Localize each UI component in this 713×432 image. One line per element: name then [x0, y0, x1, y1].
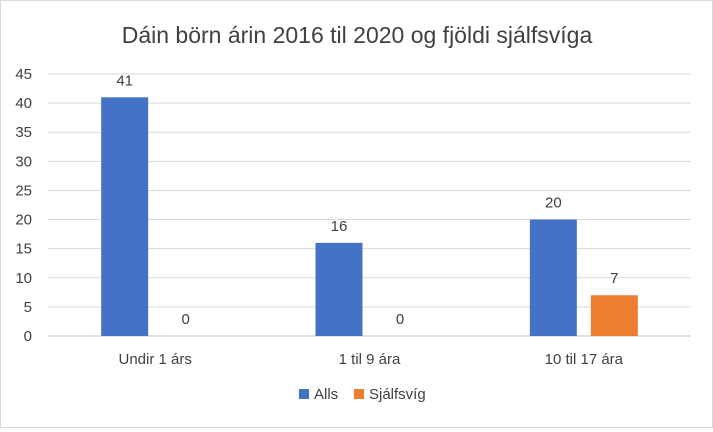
bar: [315, 242, 363, 336]
y-tick-label: 40: [15, 95, 32, 112]
y-tick-label: 5: [24, 299, 32, 316]
y-tick-label: 0: [24, 328, 32, 345]
y-tick-label: 10: [15, 270, 32, 287]
data-label: 20: [545, 195, 562, 212]
x-tick-label: 10 til 17 ára: [545, 351, 624, 368]
data-label: 16: [331, 218, 348, 235]
data-label: 0: [181, 311, 189, 328]
data-label: 41: [116, 72, 133, 89]
bar: [529, 219, 577, 336]
legend-swatch: [354, 389, 364, 399]
data-labels: 41 0 16 0 20 7: [116, 72, 618, 328]
data-label: 0: [396, 311, 404, 328]
bar: [101, 97, 149, 337]
gridlines: [48, 73, 691, 337]
y-axis: 0 5 10 15 20 25 30 35 40 45: [15, 66, 32, 345]
bars: [101, 97, 638, 337]
y-tick-label: 35: [15, 124, 32, 141]
legend: Alls Sjálfsvíg: [299, 386, 426, 403]
y-tick-label: 15: [15, 241, 32, 258]
legend-swatch: [299, 389, 309, 399]
x-tick-label: Undir 1 árs: [118, 351, 191, 368]
bar: [590, 295, 638, 336]
legend-label: Sjálfsvíg: [369, 386, 426, 403]
y-tick-label: 20: [15, 212, 32, 229]
x-tick-label: 1 til 9 ára: [339, 351, 401, 368]
data-label: 7: [610, 270, 618, 287]
y-tick-label: 25: [15, 182, 32, 199]
x-axis: Undir 1 árs 1 til 9 ára 10 til 17 ára: [118, 351, 623, 368]
chart-title: Dáin börn árin 2016 til 2020 og fjöldi s…: [122, 22, 593, 48]
legend-label: Alls: [314, 386, 338, 403]
y-tick-label: 30: [15, 153, 32, 170]
y-tick-label: 45: [15, 66, 32, 83]
